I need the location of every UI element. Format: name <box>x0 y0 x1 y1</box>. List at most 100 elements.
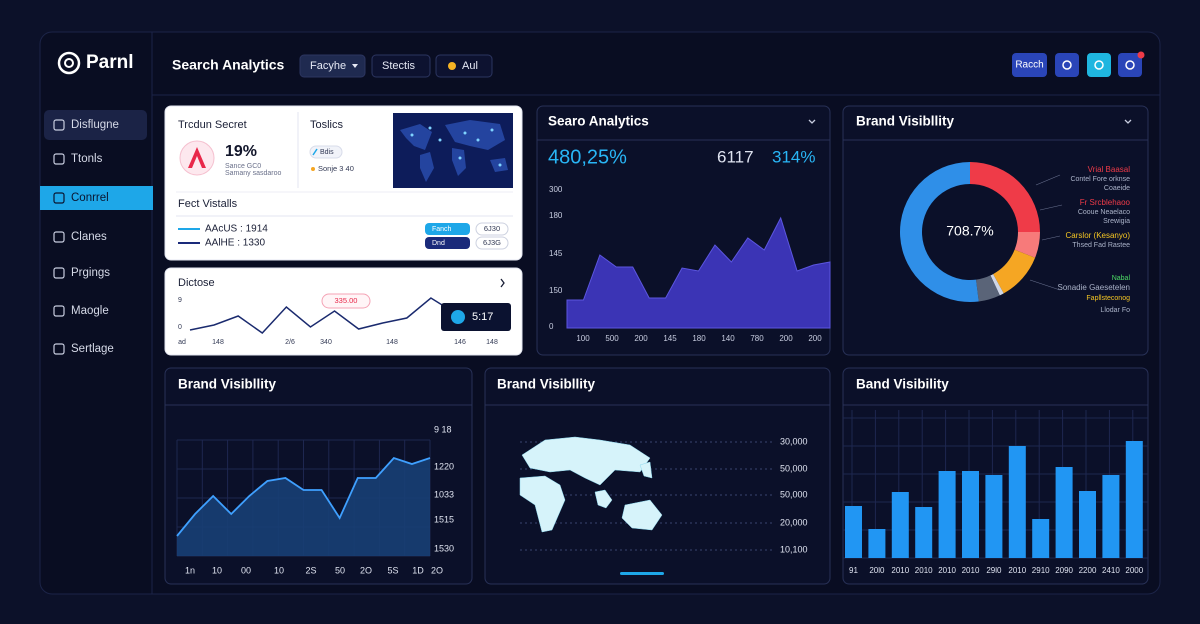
nav-item[interactable]: Conrrel <box>71 192 109 204</box>
y-tick-label: 30,000 <box>780 436 808 446</box>
bar <box>1032 519 1050 558</box>
chip <box>309 145 343 159</box>
panel <box>842 105 1149 356</box>
legend-entry: Coaeide <box>1104 185 1130 192</box>
legend-entry: Contel Fore orknse <box>1070 176 1130 183</box>
x-tick-label: 2O <box>360 565 372 575</box>
x-tick-label: 148 <box>386 339 398 346</box>
legend-entry: Carslor (Kesanyo) <box>1066 231 1131 240</box>
x-tick-label: 29l0 <box>986 566 1002 575</box>
fact-pill <box>475 236 509 250</box>
area-series <box>177 458 430 556</box>
legend-entry: Vrial Baasal <box>1088 165 1131 174</box>
x-tick-label: 146 <box>454 339 466 346</box>
filter-button[interactable] <box>299 54 366 78</box>
x-tick-label: 91 <box>849 566 858 575</box>
x-tick-label: 10 <box>212 565 222 575</box>
donut-segment <box>976 275 1000 302</box>
bar <box>1102 475 1120 558</box>
bar <box>891 492 909 558</box>
filter-label: Facyhe <box>310 60 346 72</box>
nav-icon <box>53 192 65 204</box>
logo-text: Parnl <box>86 52 134 73</box>
chip-icon <box>312 148 318 156</box>
kpi-mid: 6117 <box>717 147 754 166</box>
mini-map-dot <box>476 138 480 142</box>
x-tick-label: 2000 <box>1125 566 1143 575</box>
icon-button[interactable] <box>1087 53 1111 77</box>
fact-label: AAlHE : 1330 <box>205 238 265 249</box>
x-tick-label: 500 <box>605 334 619 343</box>
x-tick-label: 5S <box>387 565 398 575</box>
icon-glyph <box>1125 60 1135 70</box>
x-tick-label: 20l0 <box>869 566 885 575</box>
legend-connector <box>1035 174 1061 186</box>
y-tick-label: 145 <box>549 249 563 258</box>
legend-entry: Fapllsteconog <box>1086 295 1130 302</box>
icon-button[interactable] <box>1055 53 1079 77</box>
legend-entry: Srewigia <box>1103 218 1130 225</box>
filter-button[interactable] <box>435 54 493 78</box>
card-title: Trcdun Secret <box>178 119 247 131</box>
action-button[interactable] <box>1012 53 1047 77</box>
stat-box <box>441 303 511 331</box>
y-tick-label: 9 18 <box>434 424 452 434</box>
panel-title: Brand Visibllity <box>497 377 596 392</box>
chip-label: Bdis <box>320 149 334 156</box>
stat-dot <box>451 310 465 324</box>
filter-button[interactable] <box>371 54 431 78</box>
x-tick-label: 00 <box>241 565 251 575</box>
y-tick-label: 20,000 <box>780 517 808 527</box>
x-tick-label: 2010 <box>1008 566 1026 575</box>
map-land <box>594 489 613 509</box>
badge <box>321 293 371 309</box>
x-tick-label: 2010 <box>938 566 956 575</box>
x-tick-label: 145 <box>663 334 677 343</box>
fact-pill <box>475 222 509 236</box>
nav-icon <box>53 119 65 131</box>
mini-map-land <box>420 152 434 182</box>
bar <box>1079 491 1096 558</box>
x-tick-label: 340 <box>320 339 332 346</box>
nav-item[interactable]: Ttonls <box>71 153 103 165</box>
action-label: Racch <box>1015 60 1043 71</box>
legend-entry: Fr Srcblehaoo <box>1080 198 1131 207</box>
nav-item[interactable]: Sertlage <box>71 343 114 355</box>
page-title: Search Analytics <box>172 57 285 73</box>
y-tick-label: 1530 <box>434 543 454 553</box>
x-tick-label: 2910 <box>1032 566 1050 575</box>
bar <box>915 507 933 558</box>
x-tick-label: 200 <box>634 334 648 343</box>
x-tick-label: 200 <box>779 334 793 343</box>
mini-map-land <box>452 148 466 176</box>
y-tick-label: 50,000 <box>780 463 808 473</box>
y-tick-label: 150 <box>549 286 563 295</box>
x-tick-label: 50 <box>335 565 345 575</box>
area-series <box>566 216 831 329</box>
legend-entry: Llodar Fo <box>1100 307 1130 314</box>
y-tick-label: 50,000 <box>780 489 808 499</box>
bar <box>1055 467 1073 558</box>
nav-item[interactable]: Maogle <box>71 305 109 317</box>
nav-icon <box>53 267 65 279</box>
filter-label: Aul <box>462 60 478 72</box>
x-tick-label: 2010 <box>891 566 909 575</box>
nav-item[interactable]: Disflugne <box>71 119 119 131</box>
line-series <box>189 297 456 334</box>
notification-badge <box>1137 51 1145 59</box>
icon-button[interactable] <box>1118 53 1142 77</box>
mini-map-land <box>445 120 505 150</box>
nav-icon <box>53 153 65 165</box>
x-tick-label: 200 <box>808 334 822 343</box>
fact-tag <box>425 237 470 249</box>
nav-item[interactable]: Clanes <box>71 231 107 243</box>
fact-label: AAcUS : 1914 <box>205 224 268 235</box>
chip-label: Sonje 3 40 <box>318 164 354 173</box>
donut-segment <box>990 274 1004 296</box>
x-tick-label: 148 <box>486 339 498 346</box>
nav-item[interactable]: Prgings <box>71 267 110 279</box>
bar <box>1125 441 1143 558</box>
x-tick-label: 148 <box>212 339 224 346</box>
brand-logo <box>179 140 215 176</box>
chevron <box>808 119 816 124</box>
